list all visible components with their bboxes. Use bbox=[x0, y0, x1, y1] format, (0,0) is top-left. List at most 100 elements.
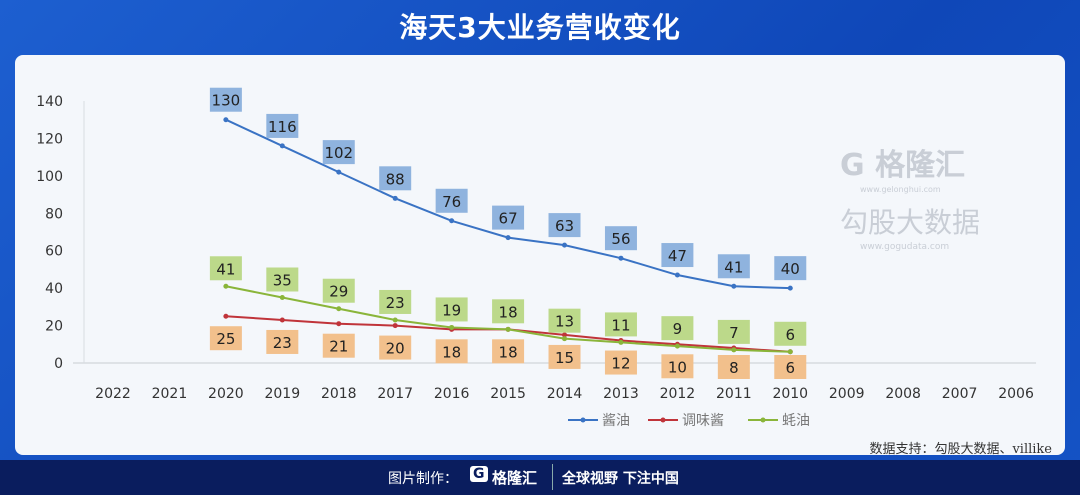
x-tick-label: 2010 bbox=[772, 386, 808, 402]
data-label: 7 bbox=[729, 324, 739, 342]
data-label: 9 bbox=[673, 320, 683, 338]
data-label: 18 bbox=[499, 343, 518, 361]
data-label: 10 bbox=[668, 358, 687, 376]
data-label: 25 bbox=[216, 330, 235, 348]
data-label-box bbox=[774, 355, 807, 379]
data-label: 8 bbox=[729, 359, 739, 377]
data-point bbox=[618, 255, 624, 261]
data-point bbox=[618, 339, 624, 345]
data-point bbox=[336, 321, 342, 327]
data-point bbox=[223, 283, 229, 289]
data-label: 35 bbox=[273, 272, 292, 290]
data-label-box bbox=[604, 312, 637, 337]
data-point bbox=[392, 323, 398, 329]
data-label-box bbox=[379, 166, 412, 191]
data-label-box bbox=[209, 87, 242, 112]
data-point bbox=[223, 117, 229, 123]
data-point bbox=[223, 313, 229, 319]
data-label: 40 bbox=[781, 260, 800, 278]
watermark-brand-url: www.gelonghui.com bbox=[860, 185, 941, 194]
y-tick-label: 20 bbox=[45, 319, 63, 335]
data-point bbox=[392, 195, 398, 201]
data-point bbox=[787, 349, 793, 355]
page-title: 海天3大业务营收变化 bbox=[399, 11, 681, 44]
data-label: 6 bbox=[786, 359, 796, 377]
data-label: 63 bbox=[555, 217, 574, 235]
legend-marker bbox=[760, 417, 766, 423]
y-tick-label: 60 bbox=[45, 244, 63, 260]
data-point bbox=[449, 324, 455, 330]
data-label: 47 bbox=[668, 247, 687, 265]
data-label: 41 bbox=[216, 260, 235, 278]
data-point bbox=[392, 317, 398, 323]
x-tick-label: 2021 bbox=[152, 386, 188, 402]
watermark-partner: 勾股大数据 bbox=[840, 206, 980, 239]
data-label-box bbox=[266, 329, 299, 354]
data-label: 130 bbox=[212, 92, 241, 110]
chart-card: G 格隆汇 www.gelonghui.com 勾股大数据 www.gogudata.… bbox=[15, 55, 1065, 455]
watermark-partner-url: www.gogudata.com bbox=[860, 242, 949, 252]
data-label: 18 bbox=[442, 343, 461, 361]
data-label: 29 bbox=[329, 283, 348, 301]
data-label-box bbox=[435, 297, 468, 322]
data-label-box bbox=[661, 354, 694, 379]
series-line-0 bbox=[225, 118, 791, 290]
data-point bbox=[674, 343, 680, 349]
data-point bbox=[279, 143, 285, 149]
footer: 图片制作： G 格隆汇 全球视野 下注中国 bbox=[0, 460, 1080, 495]
x-tick-label: 2012 bbox=[660, 386, 696, 402]
data-label-box bbox=[379, 289, 412, 314]
y-tick-label: 100 bbox=[36, 169, 63, 185]
legend-label: 调味酱 bbox=[682, 413, 724, 429]
data-label-box bbox=[774, 256, 807, 281]
data-label-box bbox=[492, 339, 525, 364]
data-label: 116 bbox=[268, 118, 297, 136]
data-label-box bbox=[774, 321, 807, 346]
data-label-box bbox=[266, 267, 299, 292]
data-label-box bbox=[322, 278, 355, 303]
data-label: 23 bbox=[386, 294, 405, 312]
data-point bbox=[787, 285, 793, 291]
footer-logo-icon: G bbox=[470, 466, 488, 482]
data-point bbox=[562, 242, 568, 248]
data-label-box bbox=[435, 188, 468, 213]
x-tick-label: 2007 bbox=[942, 386, 978, 402]
data-label: 11 bbox=[611, 316, 630, 334]
data-label-box bbox=[717, 319, 750, 344]
x-tick-label: 2020 bbox=[208, 386, 244, 402]
data-label-box bbox=[661, 316, 694, 341]
footer-brand: 格隆汇 bbox=[492, 469, 538, 487]
x-tick-label: 2014 bbox=[547, 386, 583, 402]
footer-slogan: 全球视野 下注中国 bbox=[562, 471, 679, 487]
y-tick-label: 40 bbox=[45, 281, 63, 297]
data-label-box bbox=[435, 339, 468, 364]
data-label: 76 bbox=[442, 193, 461, 211]
legend-label: 酱油 bbox=[602, 413, 630, 429]
data-point bbox=[674, 272, 680, 278]
y-tick-label: 0 bbox=[54, 356, 63, 372]
x-tick-label: 2017 bbox=[377, 386, 413, 402]
data-label-box bbox=[379, 335, 412, 360]
data-label: 41 bbox=[724, 258, 743, 276]
data-label-box bbox=[322, 333, 355, 358]
x-tick-label: 2022 bbox=[95, 386, 131, 402]
data-label: 19 bbox=[442, 301, 461, 319]
x-tick-label: 2013 bbox=[603, 386, 639, 402]
data-label: 13 bbox=[555, 313, 574, 331]
y-tick-label: 120 bbox=[36, 131, 63, 147]
data-point bbox=[731, 347, 737, 353]
data-point bbox=[279, 295, 285, 300]
line-chart: G 格隆汇 www.gelonghui.com 勾股大数据 www.gogudata.… bbox=[36, 87, 1037, 429]
data-label: 102 bbox=[324, 144, 353, 162]
data-point bbox=[562, 332, 568, 338]
legend-label: 蚝油 bbox=[782, 413, 810, 429]
data-point bbox=[505, 235, 511, 241]
data-point bbox=[449, 218, 455, 224]
data-label-box bbox=[604, 350, 637, 375]
data-label: 18 bbox=[499, 303, 518, 321]
data-label-box bbox=[717, 254, 750, 279]
data-label: 88 bbox=[386, 170, 405, 188]
data-label: 67 bbox=[499, 210, 518, 228]
data-label-box bbox=[209, 256, 242, 281]
x-tick-label: 2015 bbox=[490, 386, 526, 402]
